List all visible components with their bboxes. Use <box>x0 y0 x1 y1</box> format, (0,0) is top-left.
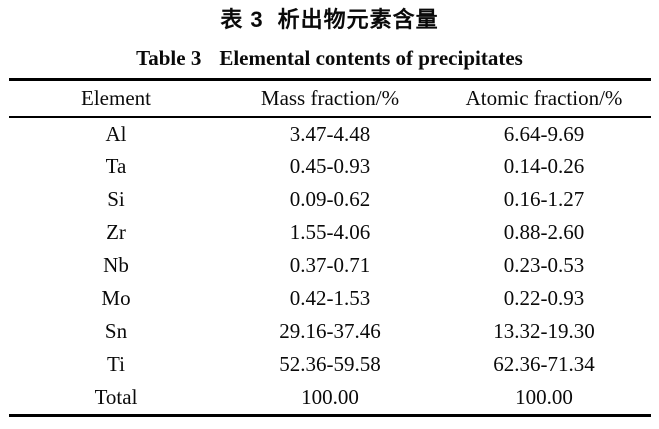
cell-element: Si <box>107 187 125 211</box>
cell-atomic-fraction: 0.23-0.53 <box>503 253 585 277</box>
cell-atomic-fraction: 0.88-2.60 <box>503 220 585 244</box>
cell-mass-fraction: 1.55-4.06 <box>289 220 371 244</box>
table-row: Si 0.09-0.62 0.16-1.27 <box>9 183 651 216</box>
cell-element: Nb <box>103 253 129 277</box>
table-caption-en: Table 3 Elemental contents of precipitate… <box>0 46 659 70</box>
table-row: Nb 0.37-0.71 0.23-0.53 <box>9 249 651 282</box>
table-caption-en-title: Elemental contents of precipitates <box>219 46 523 70</box>
cell-atomic-fraction: 6.64-9.69 <box>503 121 585 146</box>
cell-element: Ti <box>107 352 125 376</box>
cell-mass-fraction: 0.42-1.53 <box>289 286 371 310</box>
cell-mass-fraction: 29.16-37.46 <box>279 319 381 343</box>
cell-element: Zr <box>106 220 126 244</box>
table-row: Ta 0.45-0.93 0.14-0.26 <box>9 150 651 183</box>
cell-atomic-fraction: 0.22-0.93 <box>503 286 585 310</box>
table-caption-zh: 表 3 析出物元素含量 <box>0 0 659 34</box>
table-row: Mo 0.42-1.53 0.22-0.93 <box>9 282 651 315</box>
cell-mass-fraction: 0.09-0.62 <box>289 187 371 211</box>
table-body: Al 3.47-4.48 6.64-9.69 Ta 0.45-0.93 0.14… <box>9 117 651 414</box>
table-caption-zh-title: 析出物元素含量 <box>277 7 439 32</box>
cell-atomic-fraction: 13.32-19.30 <box>493 319 595 343</box>
table-row: Zr 1.55-4.06 0.88-2.60 <box>9 216 651 249</box>
column-header-atomic-fraction: Atomic fraction/% <box>465 86 623 110</box>
table-row: Ti 52.36-59.58 62.36-71.34 <box>9 348 651 381</box>
cell-atomic-fraction: 0.16-1.27 <box>503 187 585 211</box>
column-header-element: Element <box>81 86 151 110</box>
data-table-container: Element Mass fraction/% Atomic fraction/… <box>9 78 651 417</box>
cell-element: Ta <box>105 154 127 178</box>
cell-mass-fraction: 0.37-0.71 <box>289 253 371 277</box>
cell-mass-fraction: 52.36-59.58 <box>279 352 381 376</box>
cell-atomic-fraction: 0.14-0.26 <box>503 154 585 178</box>
column-header-mass-fraction: Mass fraction/% <box>260 86 400 110</box>
cell-mass-fraction: 100.00 <box>301 385 359 409</box>
cell-element: Total <box>94 385 138 409</box>
cell-element: Sn <box>104 319 128 343</box>
cell-atomic-fraction: 100.00 <box>515 385 573 409</box>
header-row: Element Mass fraction/% Atomic fraction/… <box>9 81 651 117</box>
elemental-contents-table: Element Mass fraction/% Atomic fraction/… <box>9 81 651 414</box>
table-header: Element Mass fraction/% Atomic fraction/… <box>9 81 651 117</box>
cell-element: Mo <box>101 286 131 310</box>
cell-atomic-fraction: 62.36-71.34 <box>493 352 595 376</box>
table-row: Sn 29.16-37.46 13.32-19.30 <box>9 315 651 348</box>
cell-mass-fraction: 3.47-4.48 <box>289 121 371 146</box>
table-row: Al 3.47-4.48 6.64-9.69 <box>9 117 651 150</box>
table-caption-zh-label: 表 3 <box>220 7 264 32</box>
table-row: Total 100.00 100.00 <box>9 381 651 414</box>
table-caption-en-label: Table 3 <box>136 46 202 70</box>
cell-mass-fraction: 0.45-0.93 <box>289 154 371 178</box>
cell-element: Al <box>105 121 127 146</box>
